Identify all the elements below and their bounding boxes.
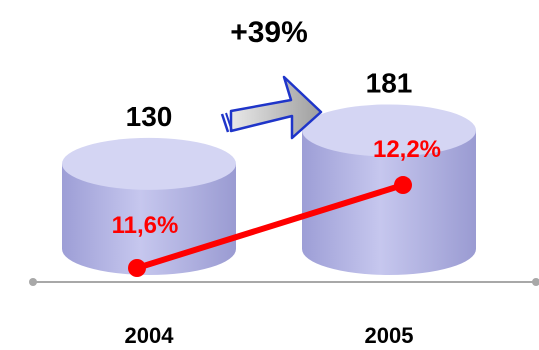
- percent-labels: 11,6% 12,2%: [112, 136, 441, 239]
- bar-cylinder-2004: [62, 137, 236, 275]
- x-axis: [29, 278, 539, 286]
- growth-annotation: +39%: [230, 16, 308, 49]
- percent-line: [134, 182, 406, 271]
- percent-point: [128, 259, 146, 277]
- percent-line-series: [128, 176, 412, 277]
- bar-value-label: 130: [126, 101, 173, 132]
- bar-top: [302, 104, 476, 157]
- bar-body: [302, 130, 476, 275]
- percent-label: 12,2%: [373, 136, 441, 163]
- bar-value-labels: 130 181: [126, 67, 413, 131]
- bar-value-label: 181: [366, 67, 413, 98]
- category-labels: 2004 2005: [125, 323, 414, 348]
- category-label: 2005: [365, 323, 414, 348]
- cylinder-bars: [62, 104, 476, 275]
- bar-top: [62, 137, 236, 190]
- axis-end-left: [29, 278, 37, 286]
- percent-point: [394, 176, 412, 195]
- growth-arrow-icon: [220, 75, 323, 140]
- bar-cylinder-2005: [302, 104, 476, 275]
- category-label: 2004: [125, 323, 175, 348]
- percent-label: 11,6%: [112, 212, 179, 239]
- axis-end-right: [532, 278, 539, 286]
- bar-body: [62, 163, 236, 275]
